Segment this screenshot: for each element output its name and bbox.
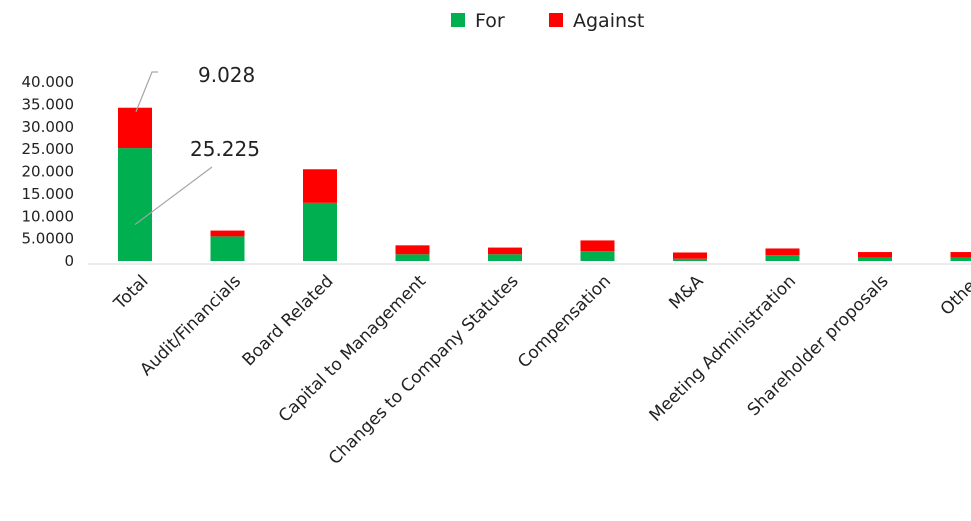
y-tick-label: 0 [64, 252, 74, 270]
category-label: Capital to Management [275, 271, 430, 426]
y-tick-label: 15.000 [22, 185, 75, 203]
bar-for-total [118, 148, 152, 261]
category-label: Audit/Financials [136, 271, 245, 380]
bar-against-compensation [580, 240, 615, 252]
category-label: Board Related [239, 271, 338, 370]
callout-leader-line [134, 166, 213, 226]
bar-for-shareholder-proposals [858, 257, 892, 261]
bar-for-audit-financials [210, 236, 245, 261]
bar-for-board-related [303, 202, 337, 261]
bar-for-other [950, 257, 971, 261]
category-label: Compensation [514, 271, 615, 372]
bar-for-changes-to-company-statutes [488, 254, 522, 261]
bar-against-shareholder-proposals [858, 252, 892, 258]
category-label: Other [937, 271, 971, 319]
category-label: Meeting Administration [646, 271, 800, 425]
bar-against-meeting-administration [765, 248, 800, 256]
y-axis: 0 5.0000 10.000 15.000 20.000 25.000 30.000 35.… [22, 73, 75, 270]
bar-against-other [950, 252, 971, 258]
bar-for-m-a [673, 258, 707, 261]
bar-against-total [118, 107, 152, 149]
bar-against-m-a [673, 252, 707, 259]
bar-against-capital-to-management [395, 245, 430, 255]
callouts: 9.028 25.225 [134, 63, 260, 226]
y-tick-label: 35.000 [22, 95, 75, 113]
legend-swatch-for [451, 13, 465, 27]
callout-label: 25.225 [190, 137, 260, 161]
bar-against-audit-financials [210, 230, 245, 237]
legend: For Against [451, 10, 644, 32]
callout-leader-line [135, 71, 158, 112]
bar-against-board-related [303, 169, 337, 203]
legend-label-against: Against [573, 10, 644, 32]
callout-label: 9.028 [198, 63, 255, 87]
bar-against-changes-to-company-statutes [488, 247, 522, 255]
y-tick-label: 10.000 [22, 207, 75, 225]
legend-swatch-against [549, 13, 563, 27]
category-label: Total [110, 271, 153, 314]
y-tick-label: 25.000 [22, 140, 75, 158]
y-tick-label: 30.000 [22, 118, 75, 136]
bar-for-compensation [580, 251, 615, 261]
bar-for-meeting-administration [765, 255, 800, 261]
y-tick-label: 40.000 [22, 73, 75, 91]
category-label: M&A [665, 271, 707, 313]
bar-for-capital-to-management [395, 254, 430, 261]
y-tick-label: 20.000 [22, 163, 75, 181]
legend-label-for: For [475, 10, 505, 32]
category-label: Changes to Company Statutes [325, 271, 523, 469]
y-tick-label: 5.0000 [22, 230, 75, 248]
bars [118, 107, 971, 261]
